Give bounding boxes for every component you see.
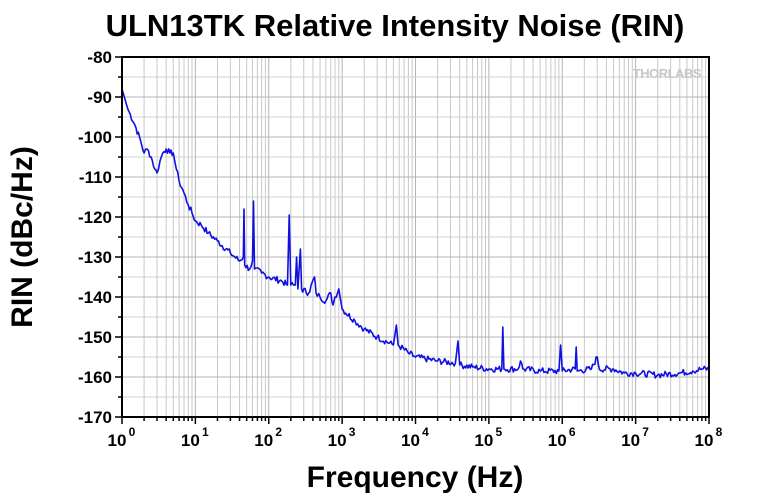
- grid: [121, 56, 709, 418]
- x-tick-exponent: 3: [349, 425, 356, 439]
- plot-frame: [121, 56, 710, 418]
- x-tick-exponent: 5: [496, 425, 503, 439]
- y-tick-label: -90: [87, 88, 112, 107]
- series-line-rin: [121, 88, 710, 379]
- y-tick-label: -130: [78, 248, 112, 267]
- x-tick-label: 10 3: [328, 425, 356, 450]
- x-tick-exponent: 0: [129, 425, 136, 439]
- x-tick-base: 10: [254, 431, 273, 450]
- x-tick-label: 10 1: [181, 425, 209, 450]
- y-tick-label: -100: [78, 128, 112, 147]
- x-tick-exponent: 6: [569, 425, 576, 439]
- chart-title: ULN13TK Relative Intensity Noise (RIN): [106, 8, 685, 43]
- x-tick-labels: 10 0 10 1 10 2 10 3 10 4 10 5 10 6 10 7 10 8: [108, 425, 723, 450]
- y-tick-label: -80: [87, 48, 112, 67]
- x-tick-base: 10: [548, 431, 567, 450]
- x-tick-base: 10: [108, 431, 127, 450]
- x-tick-base: 10: [695, 431, 714, 450]
- y-tick-label: -110: [79, 168, 112, 187]
- y-tick-label: -160: [78, 368, 112, 387]
- y-axis-label: RIN (dBc/Hz): [6, 146, 39, 328]
- x-tick-base: 10: [621, 431, 640, 450]
- x-tick-exponent: 7: [642, 425, 649, 439]
- y-tick-label: -120: [78, 208, 112, 227]
- x-tick-label: 10 4: [401, 425, 429, 450]
- x-tick-label: 10 5: [474, 425, 502, 450]
- x-tick-base: 10: [401, 431, 420, 450]
- y-tick-label: -170: [78, 408, 112, 427]
- x-tick-label: 10 8: [695, 425, 723, 450]
- x-tick-label: 10 0: [108, 425, 136, 450]
- x-tick-base: 10: [474, 431, 493, 450]
- y-tick-labels: -80 -90 -100 -110 -120 -130 -140 -150 -160 -170: [78, 48, 112, 427]
- x-tick-label: 10 7: [621, 425, 649, 450]
- y-tick-label: -150: [78, 328, 112, 347]
- x-tick-base: 10: [328, 431, 347, 450]
- thorlabs-watermark: THORLABS: [633, 66, 702, 81]
- y-tick-label: -140: [78, 288, 112, 307]
- x-tick-label: 10 6: [548, 425, 576, 450]
- x-tick-base: 10: [181, 431, 200, 450]
- x-axis-label: Frequency (Hz): [307, 461, 524, 494]
- x-tick-exponent: 8: [716, 425, 723, 439]
- x-tick-exponent: 1: [202, 425, 209, 439]
- x-tick-exponent: 4: [422, 425, 429, 439]
- x-tick-label: 10 2: [254, 425, 282, 450]
- x-tick-exponent: 2: [275, 425, 282, 439]
- series-group: [121, 88, 710, 379]
